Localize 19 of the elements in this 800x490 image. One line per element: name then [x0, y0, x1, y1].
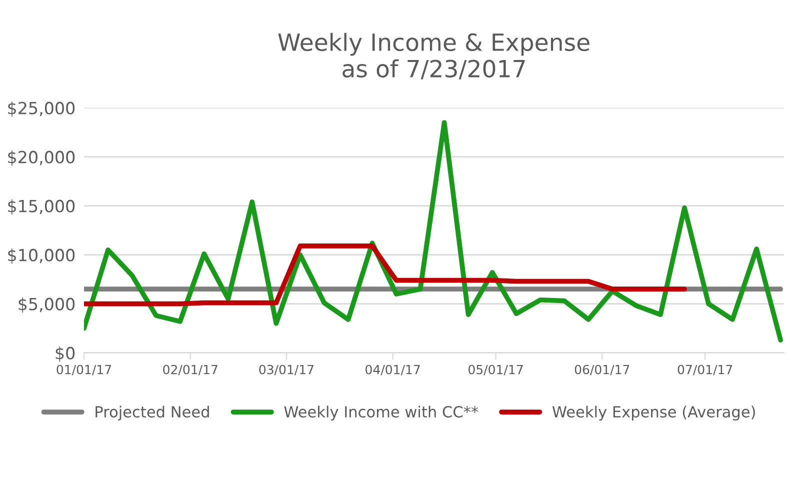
x-tick-label: 07/01/17	[678, 364, 732, 376]
x-tick-label: 02/01/17	[163, 364, 218, 376]
legend-label: Weekly Expense (Average)	[552, 406, 755, 421]
chart-title: Weekly Income & Expense as of 7/23/2017	[278, 32, 590, 80]
x-tick-label: 04/01/17	[366, 364, 420, 376]
x-tick-label: 05/01/17	[468, 364, 523, 376]
x-tick-label: 01/01/17	[56, 364, 111, 376]
x-tick-label: 06/01/17	[574, 364, 630, 376]
legend-label: Weekly Income with CC**	[284, 406, 478, 421]
line-series	[84, 244, 687, 306]
legend-label: Projected Need	[96, 406, 209, 421]
y-tick-label: $15,000	[8, 199, 75, 215]
y-tick-label: $20,000	[8, 150, 75, 166]
y-tick-label: $0	[56, 346, 75, 362]
x-tick-label: 03/01/17	[259, 364, 314, 376]
y-tick-label: $10,000	[8, 248, 75, 264]
y-tick-label: $25,000	[8, 101, 75, 117]
y-tick-label: $5,000	[18, 297, 75, 313]
line-series	[84, 120, 783, 342]
